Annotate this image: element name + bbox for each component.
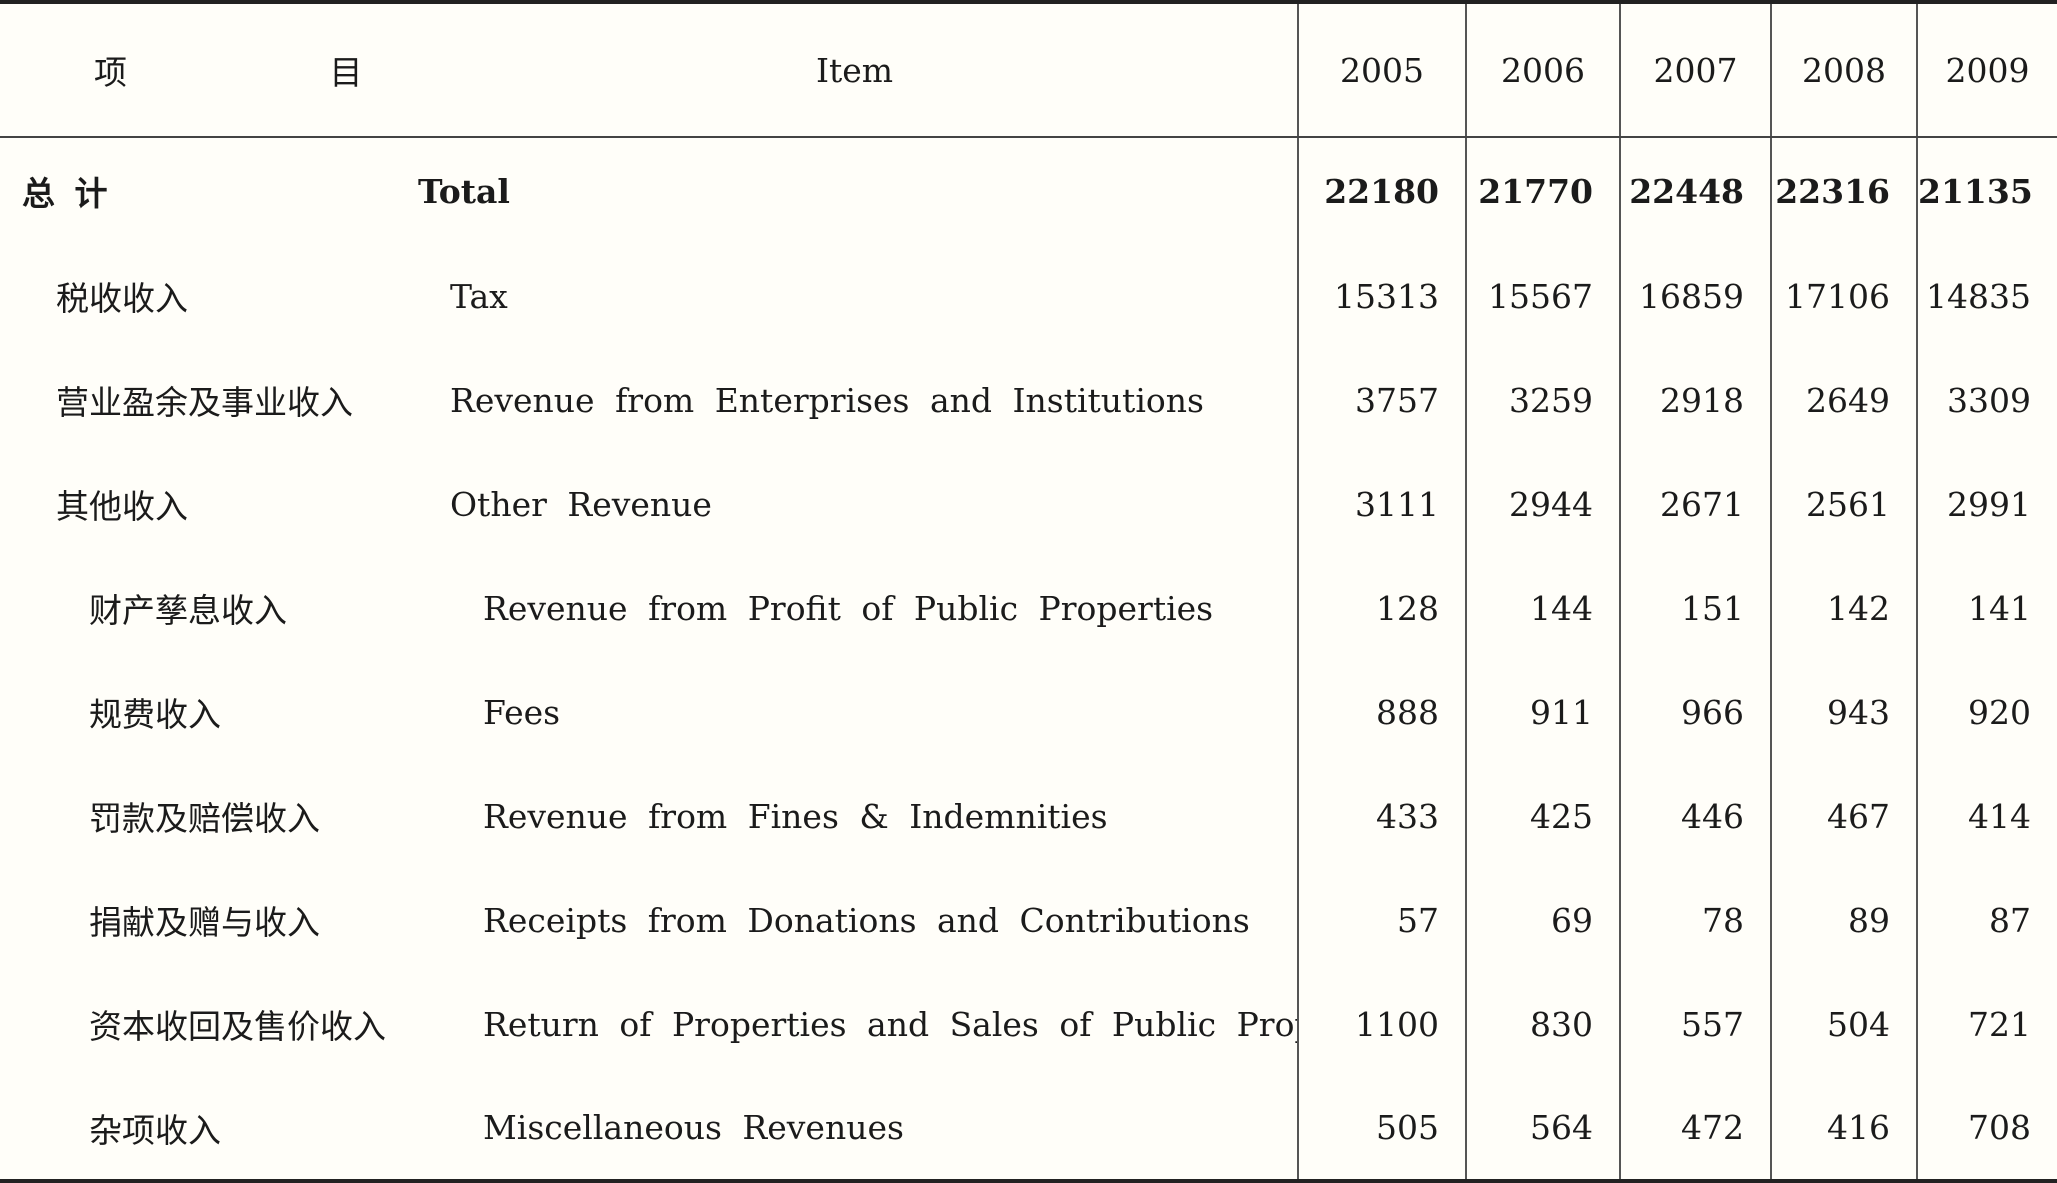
cell-value: 144 [1465, 556, 1620, 660]
cell-value: 141 [1916, 556, 2057, 660]
cell-value: 2991 [1916, 452, 2057, 556]
cell-value: 2671 [1619, 452, 1771, 556]
cell-value: 446 [1619, 764, 1771, 868]
row-label-cn: 财产孳息收入 [89, 591, 287, 630]
cell-value: 78 [1619, 868, 1771, 972]
cell-value: 3111 [1297, 452, 1466, 556]
cell-value: 15567 [1465, 244, 1620, 348]
cell-value: 2944 [1465, 452, 1620, 556]
row-label-en: Miscellaneous Revenues [412, 1076, 1298, 1183]
header-item-cn: 项 目 [0, 0, 412, 138]
header-year: 2009 [1916, 0, 2057, 138]
table-row: 税收收入 Tax 15313 15567 16859 17106 14835 [0, 244, 2057, 348]
row-label-cn: 其他收入 [56, 487, 188, 526]
row-label-en: Revenue from Fines & Indemnities [483, 796, 1108, 836]
row-label-en: Tax [450, 276, 508, 316]
cell-value: 433 [1297, 764, 1466, 868]
row-label-en: Receipts from Donations and Contribution… [483, 900, 1250, 940]
row-label-cn: 资本收回及售价收入 [89, 1007, 386, 1046]
table-row-total: 总 计 Total 22180 21770 22448 22316 21135 [0, 137, 2057, 244]
row-label-cn: 杂项收入 [0, 1076, 412, 1183]
table-row: 捐献及赠与收入 Receipts from Donations and Cont… [0, 868, 2057, 972]
row-label-cn: 税收收入 [56, 279, 188, 318]
cell-value: 888 [1297, 660, 1466, 764]
cell-value: 416 [1770, 1076, 1917, 1183]
cell-value: 721 [1916, 972, 2057, 1076]
cell-value: 472 [1619, 1076, 1771, 1183]
row-label-cn: 规费收入 [89, 695, 221, 734]
cell-value: 128 [1297, 556, 1466, 660]
cell-value: 21770 [1465, 137, 1620, 244]
table-row: 规费收入 Fees 888 911 966 943 920 [0, 660, 2057, 764]
header-item-en: Item [412, 0, 1298, 138]
header-year: 2006 [1465, 0, 1620, 138]
row-label-cn: 营业盈余及事业收入 [56, 383, 353, 422]
table-row: 资本收回及售价收入 Return of Properties and Sales… [0, 972, 2057, 1076]
cell-value: 151 [1619, 556, 1771, 660]
cell-value: 966 [1619, 660, 1771, 764]
table-row: 财产孳息收入 Revenue from Profit of Public Pro… [0, 556, 2057, 660]
cell-value: 69 [1465, 868, 1620, 972]
cell-value: 557 [1619, 972, 1771, 1076]
cell-value: 142 [1770, 556, 1917, 660]
cell-value: 2918 [1619, 348, 1771, 452]
row-label-en: Return of Properties and Sales of Public… [483, 1004, 1298, 1044]
cell-value: 57 [1297, 868, 1466, 972]
row-label-en: Revenue from Enterprises and Institution… [450, 380, 1204, 420]
cell-value: 943 [1770, 660, 1917, 764]
cell-value: 564 [1465, 1076, 1620, 1183]
cell-value: 3757 [1297, 348, 1466, 452]
table-header-row: 项 目 Item 2005 2006 2007 2008 2009 [0, 0, 2057, 138]
cell-value: 830 [1465, 972, 1620, 1076]
cell-value: 22316 [1770, 137, 1917, 244]
cell-value: 87 [1916, 868, 2057, 972]
cell-value: 504 [1770, 972, 1917, 1076]
table-row: 其他收入 Other Revenue 3111 2944 2671 2561 2… [0, 452, 2057, 556]
header-year: 2007 [1619, 0, 1771, 138]
cell-value: 22448 [1619, 137, 1771, 244]
cell-value: 14835 [1916, 244, 2057, 348]
table-row: 营业盈余及事业收入 Revenue from Enterprises and I… [0, 348, 2057, 452]
row-label-cn: 罚款及赔偿收入 [89, 799, 320, 838]
cell-value: 920 [1916, 660, 2057, 764]
table-row: 罚款及赔偿收入 Revenue from Fines & Indemnities… [0, 764, 2057, 868]
row-label-en: Revenue from Profit of Public Properties [483, 588, 1214, 628]
cell-value: 505 [1297, 1076, 1466, 1183]
cell-value: 15313 [1297, 244, 1466, 348]
cell-value: 16859 [1619, 244, 1771, 348]
cell-value: 22180 [1297, 137, 1466, 244]
row-label-en: Total [418, 171, 510, 211]
cell-value: 911 [1465, 660, 1620, 764]
cell-value: 467 [1770, 764, 1917, 868]
header-year: 2005 [1297, 0, 1466, 138]
cell-value: 414 [1916, 764, 2057, 868]
row-label-cn: 捐献及赠与收入 [89, 903, 320, 942]
table-row: 杂项收入 Miscellaneous Revenues 505 564 472 … [0, 1076, 2057, 1183]
cell-value: 3309 [1916, 348, 2057, 452]
row-label-cn: 总 计 [22, 174, 112, 213]
cell-value: 17106 [1770, 244, 1917, 348]
cell-value: 3259 [1465, 348, 1620, 452]
cell-value: 708 [1916, 1076, 2057, 1183]
cell-value: 21135 [1916, 137, 2057, 244]
cell-value: 425 [1465, 764, 1620, 868]
cell-value: 2561 [1770, 452, 1917, 556]
row-label-en: Fees [483, 692, 561, 732]
cell-value: 2649 [1770, 348, 1917, 452]
row-label-en: Other Revenue [450, 484, 712, 524]
cell-value: 1100 [1297, 972, 1466, 1076]
header-year: 2008 [1770, 0, 1917, 138]
cell-value: 89 [1770, 868, 1917, 972]
